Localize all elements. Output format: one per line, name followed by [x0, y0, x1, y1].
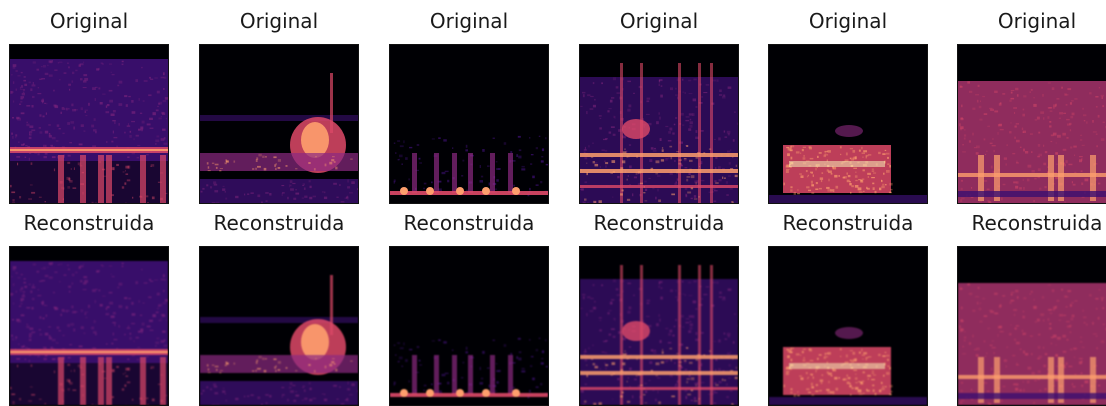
- panel-title: Original: [748, 6, 948, 36]
- panel-title: Original: [369, 6, 569, 36]
- spectrogram-graphic: [958, 45, 1106, 203]
- panel-title: Reconstruida: [559, 208, 759, 238]
- spectrogram-graphic: [390, 247, 548, 405]
- panel-title: Reconstruida: [369, 208, 569, 238]
- spectrogram-graphic: [769, 45, 927, 203]
- panel-title: Reconstruida: [937, 208, 1106, 238]
- spectrogram-image: [768, 246, 928, 406]
- spectrogram-image: [9, 246, 169, 406]
- spectrogram-image: [768, 44, 928, 204]
- spectrogram-image: [957, 246, 1106, 406]
- spectrogram-image: [199, 44, 359, 204]
- spectrogram-image: [579, 44, 739, 204]
- spectrogram-graphic: [769, 247, 927, 405]
- spectrogram-image: [957, 44, 1106, 204]
- panel-title: Reconstruida: [748, 208, 948, 238]
- spectrogram-image: [389, 44, 549, 204]
- spectrogram-graphic: [10, 45, 168, 203]
- panel-title: Original: [559, 6, 759, 36]
- spectrogram-graphic: [390, 45, 548, 203]
- spectrogram-graphic: [580, 45, 738, 203]
- panel-title: Reconstruida: [179, 208, 379, 238]
- spectrogram-graphic: [958, 247, 1106, 405]
- spectrogram-image: [389, 246, 549, 406]
- spectrogram-image: [9, 44, 169, 204]
- panel-title: Original: [179, 6, 379, 36]
- spectrogram-graphic: [580, 247, 738, 405]
- spectrogram-graphic: [10, 247, 168, 405]
- panel-title: Original: [0, 6, 189, 36]
- panel-title: Reconstruida: [0, 208, 189, 238]
- panel-title: Original: [937, 6, 1106, 36]
- spectrogram-image: [579, 246, 739, 406]
- spectrogram-graphic: [200, 45, 358, 203]
- spectrogram-image: [199, 246, 359, 406]
- spectrogram-graphic: [200, 247, 358, 405]
